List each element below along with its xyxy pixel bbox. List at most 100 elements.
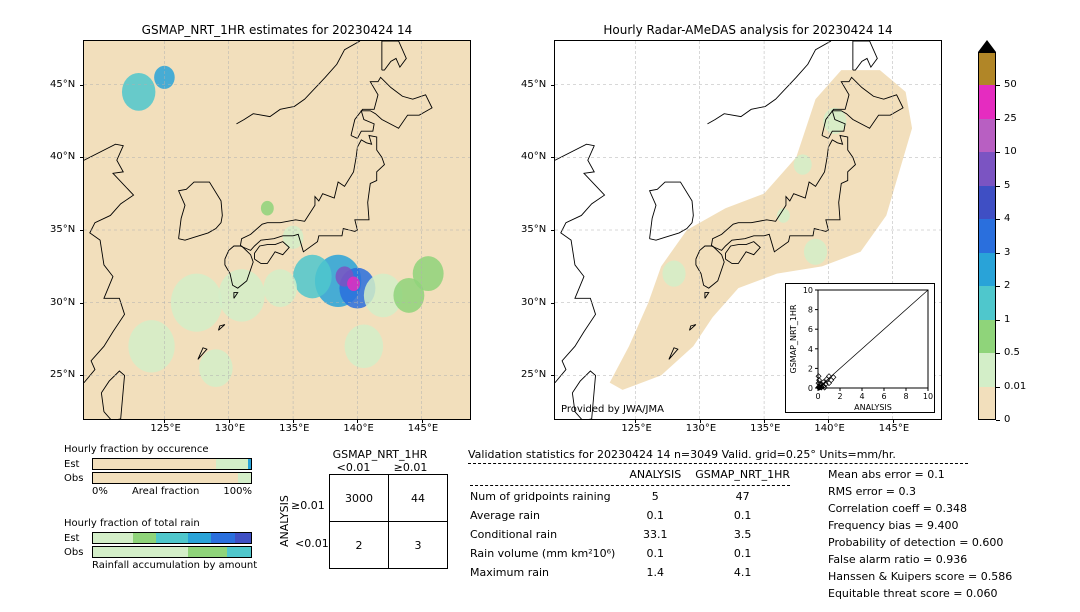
svg-text:10: 10 xyxy=(803,286,813,295)
bar-row: Obs xyxy=(64,472,252,484)
val-cell: 3.5 xyxy=(695,526,802,543)
xtick-label: 145°E xyxy=(879,423,909,434)
val-cell: 0.1 xyxy=(629,507,693,524)
bar-row-label: Est xyxy=(64,533,92,544)
val-cell: 47 xyxy=(695,488,802,505)
cbar-tick-label: 0.5 xyxy=(1004,347,1020,358)
ytick-label: 35°N xyxy=(521,224,549,235)
bar-row-label: Obs xyxy=(64,547,92,558)
cbar-tick-label: 10 xyxy=(1004,146,1017,157)
xtick-label: 125°E xyxy=(621,423,651,434)
contingency-cell: 3000 xyxy=(330,475,389,522)
val-cell: 33.1 xyxy=(629,526,693,543)
cont-row-1: <0.01 xyxy=(295,537,329,550)
val-col-header: GSMAP_NRT_1HR xyxy=(695,466,802,483)
bar-row: Est xyxy=(64,458,252,470)
svg-text:2: 2 xyxy=(808,364,813,373)
left-map-panel: GSMAP_NRT_1HR estimates for 20230424 14 … xyxy=(83,40,471,420)
ytick-label: 25°N xyxy=(521,369,549,380)
bar-outer xyxy=(92,472,252,484)
ytick-label: 45°N xyxy=(50,79,78,90)
cbar-tick-label: 50 xyxy=(1004,79,1017,90)
svg-text:ANALYSIS: ANALYSIS xyxy=(854,403,892,412)
svg-text:0: 0 xyxy=(815,392,820,401)
contingency-col-title: GSMAP_NRT_1HR xyxy=(312,448,448,461)
xtick-label: 145°E xyxy=(408,423,438,434)
metric-line: RMS error = 0.3 xyxy=(828,483,1012,500)
metric-line: Mean abs error = 0.1 xyxy=(828,466,1012,483)
bar-row: Est xyxy=(64,532,257,544)
val-cell: 0.1 xyxy=(629,545,693,562)
val-cell: 0.1 xyxy=(695,545,802,562)
contingency-cell: 3 xyxy=(389,522,448,569)
svg-text:8: 8 xyxy=(903,392,908,401)
occurrence-bars: Hourly fraction by occurence Est Obs 0% A… xyxy=(64,444,252,497)
xtick-label: 140°E xyxy=(343,423,373,434)
cont-col-1: ≥0.01 xyxy=(382,461,439,474)
val-cell: 4.1 xyxy=(695,564,802,581)
right-map-title: Hourly Radar-AMeDAS analysis for 2023042… xyxy=(555,23,941,37)
cbar-tick-label: 0.01 xyxy=(1004,381,1026,392)
contingency-row-title: ANALYSIS xyxy=(278,461,291,582)
bar-outer xyxy=(92,546,252,558)
val-col-header xyxy=(470,466,627,483)
occ-xlabel-left: 0% xyxy=(92,486,108,497)
cbar-tick-label: 2 xyxy=(1004,280,1010,291)
val-cell: Conditional rain xyxy=(470,526,627,543)
bar-outer xyxy=(92,532,252,544)
svg-text:GSMAP_NRT_1HR: GSMAP_NRT_1HR xyxy=(789,304,798,373)
contingency-table: GSMAP_NRT_1HR ANALYSIS <0.01 ≥0.01 <0.01… xyxy=(278,448,448,582)
ytick-label: 45°N xyxy=(521,79,549,90)
validation-table: ANALYSISGSMAP_NRT_1HRNum of gridpoints r… xyxy=(468,464,804,583)
bar-row-label: Est xyxy=(64,459,92,470)
val-cell: Num of gridpoints raining xyxy=(470,488,627,505)
cbar-tick-label: 4 xyxy=(1004,213,1010,224)
metric-line: Equitable threat score = 0.060 xyxy=(828,585,1012,602)
svg-text:2: 2 xyxy=(837,392,842,401)
metric-line: Hanssen & Kuipers score = 0.586 xyxy=(828,568,1012,585)
bar-row: Obs xyxy=(64,546,257,558)
svg-text:0: 0 xyxy=(808,384,813,393)
svg-text:6: 6 xyxy=(808,325,813,334)
val-cell: 5 xyxy=(629,488,693,505)
scatter-svg: 0 2 4 6 8 10 0 2 4 6 8 10 ANALYSIS GSMAP_NRT_1HR xyxy=(786,284,934,412)
ytick-label: 40°N xyxy=(50,151,78,162)
xtick-label: 135°E xyxy=(279,423,309,434)
cbar-tick-label: 25 xyxy=(1004,113,1017,124)
cbar-tick-label: 0 xyxy=(1004,414,1010,425)
left-map-title: GSMAP_NRT_1HR estimates for 20230424 14 xyxy=(84,23,470,37)
cont-row-0: ≥0.01 xyxy=(291,499,321,512)
contingency-cell: 2 xyxy=(330,522,389,569)
ytick-label: 25°N xyxy=(50,369,78,380)
colorbar: 00.010.512345102550 xyxy=(978,40,996,420)
metric-line: Correlation coeff = 0.348 xyxy=(828,500,1012,517)
svg-text:4: 4 xyxy=(859,392,864,401)
metric-line: Frequency bias = 9.400 xyxy=(828,517,1012,534)
metric-line: Probability of detection = 0.600 xyxy=(828,534,1012,551)
xtick-label: 135°E xyxy=(750,423,780,434)
totalrain-bars: Hourly fraction of total rain EstObs Rai… xyxy=(64,518,257,571)
contingency-cell: 44 xyxy=(389,475,448,522)
cbar-tick-label: 5 xyxy=(1004,180,1010,191)
occ-xlabel-right: 100% xyxy=(223,486,252,497)
occ-xlabel: Areal fraction xyxy=(108,486,224,497)
val-cell: 1.4 xyxy=(629,564,693,581)
right-map-panel: Hourly Radar-AMeDAS analysis for 2023042… xyxy=(554,40,942,420)
xtick-label: 140°E xyxy=(814,423,844,434)
metric-line: False alarm ratio = 0.936 xyxy=(828,551,1012,568)
cont-col-0: <0.01 xyxy=(325,461,382,474)
occurrence-title: Hourly fraction by occurence xyxy=(64,444,252,455)
bar-outer xyxy=(92,458,252,470)
svg-text:8: 8 xyxy=(808,306,813,315)
svg-text:10: 10 xyxy=(923,392,933,401)
totalrain-title: Hourly fraction of total rain xyxy=(64,518,257,529)
validation-metrics: Mean abs error = 0.1RMS error = 0.3Corre… xyxy=(828,466,1012,602)
svg-text:6: 6 xyxy=(881,392,886,401)
svg-text:4: 4 xyxy=(808,345,813,354)
ytick-label: 35°N xyxy=(50,224,78,235)
val-cell: Maximum rain xyxy=(470,564,627,581)
val-cell: Average rain xyxy=(470,507,627,524)
val-cell: Rain volume (mm km²10⁶) xyxy=(470,545,627,562)
ytick-label: 40°N xyxy=(521,151,549,162)
scatter-inset: 0 2 4 6 8 10 0 2 4 6 8 10 ANALYSIS GSMAP_NRT_1HR xyxy=(785,283,935,413)
